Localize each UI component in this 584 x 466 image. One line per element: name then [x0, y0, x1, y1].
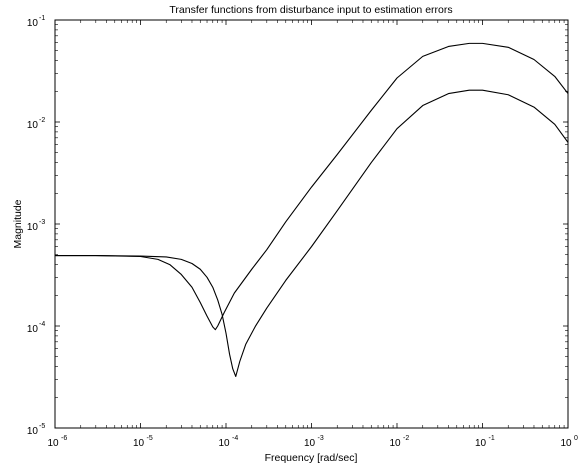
x-tick-label: 10	[218, 438, 230, 449]
series-line-2	[55, 89, 569, 378]
x-tick-labels: 10 -6 10 -5 10 -4 10 -3 10 -2 10 -1 10 0	[47, 435, 578, 449]
x-tick-exponent: -5	[147, 435, 153, 442]
x-tick-label: 10	[560, 438, 572, 449]
x-tick-exponent: 0	[574, 435, 578, 442]
y-tick-label: 10	[27, 120, 39, 131]
y-tick-label: 10	[27, 18, 39, 29]
y-tick-exponent: -3	[39, 219, 45, 226]
x-tick-exponent: -6	[61, 435, 67, 442]
plot-area	[54, 19, 569, 429]
x-tick-label: 10	[389, 438, 401, 449]
x-tick-label: 10	[475, 438, 487, 449]
y-axis-label: Magnitude	[12, 199, 24, 248]
y-tick-labels: 10-510-410-310-210-1	[27, 15, 45, 437]
tick-layer	[54, 19, 569, 429]
y-tick-label: 10	[27, 426, 39, 437]
y-tick-exponent: -5	[39, 423, 45, 430]
x-tick-exponent: -4	[232, 435, 238, 442]
y-tick-label: 10	[27, 324, 39, 335]
x-tick-exponent: -3	[318, 435, 324, 442]
x-tick-label: 10	[47, 438, 59, 449]
plot-frame	[54, 19, 569, 429]
series-line-1	[55, 42, 569, 331]
y-tick-exponent: -2	[39, 117, 45, 124]
y-tick-exponent: -4	[39, 321, 45, 328]
chart-title: Transfer functions from disturbance inpu…	[169, 4, 452, 16]
y-tick-label: 10	[27, 222, 39, 233]
series-layer	[55, 42, 569, 378]
y-tick-exponent: -1	[39, 15, 45, 22]
x-tick-label: 10	[133, 438, 145, 449]
x-axis-label: Frequency [rad/sec]	[265, 452, 358, 464]
x-tick-exponent: -1	[489, 435, 495, 442]
x-tick-exponent: -2	[403, 435, 409, 442]
x-tick-label: 10	[304, 438, 316, 449]
